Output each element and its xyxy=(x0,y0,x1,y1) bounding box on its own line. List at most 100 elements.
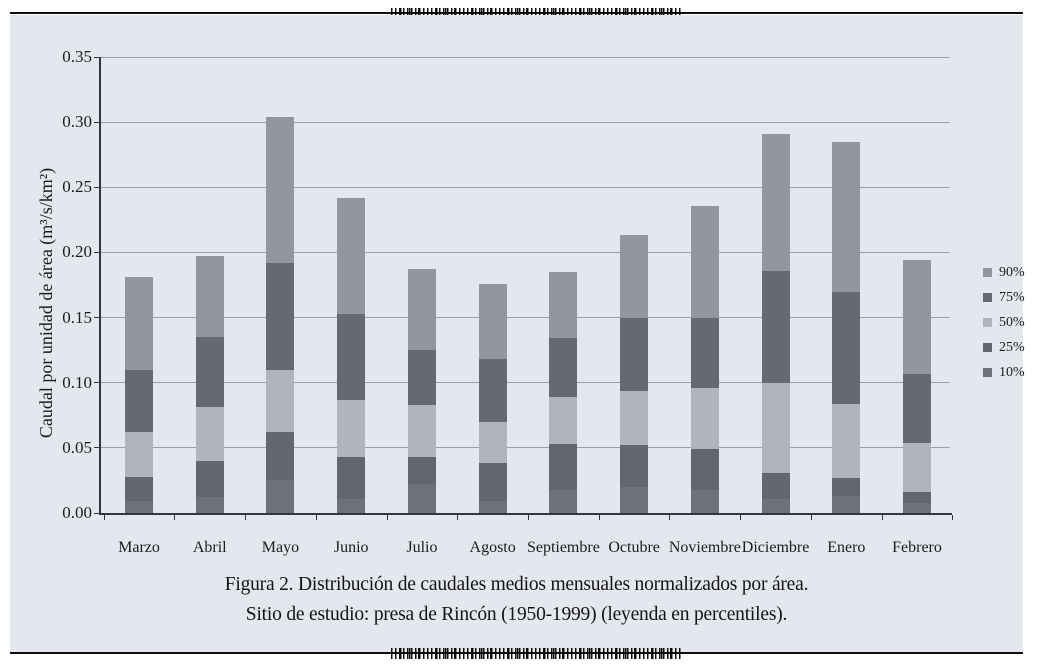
plot-area xyxy=(100,57,950,513)
x-tick-mark xyxy=(245,515,247,520)
y-tick-mark xyxy=(94,512,99,514)
y-axis-title: Caudal por unidad de área (m³/s/km²) xyxy=(36,167,56,439)
legend-label: 25% xyxy=(999,339,1025,355)
bar-segment-25% xyxy=(195,460,224,498)
gridline xyxy=(100,447,950,449)
bar-segment-50% xyxy=(125,432,153,477)
bar-segment-50% xyxy=(478,421,507,464)
x-tick-mark xyxy=(386,515,388,520)
bar-segment-10% xyxy=(478,501,507,513)
bar-segment-50% xyxy=(761,382,790,473)
bar-segment-25% xyxy=(549,443,578,490)
bottom-rule-comb-ornament xyxy=(391,648,683,659)
legend-label: 90% xyxy=(999,264,1025,280)
bar-segment-90% xyxy=(620,235,649,318)
legend-item: 75% xyxy=(983,285,1025,310)
bar-segment-50% xyxy=(407,404,436,457)
bar-segment-50% xyxy=(549,397,578,444)
y-tick-label: 0.15 xyxy=(62,307,92,327)
y-tick-label: 0.35 xyxy=(62,47,92,66)
gridline xyxy=(100,317,950,319)
bar-segment-10% xyxy=(761,498,790,513)
x-tick-mark xyxy=(669,515,671,520)
bar-segment-25% xyxy=(266,432,295,481)
bar-segment-25% xyxy=(690,449,719,490)
y-tick-mark xyxy=(94,251,99,253)
bar-segment-25% xyxy=(761,472,790,499)
caption-line-2: Sitio de estudio: presa de Rincón (1950-… xyxy=(245,604,788,625)
x-tick-mark xyxy=(952,515,954,520)
bar-segment-75% xyxy=(620,317,649,391)
bar-segment-25% xyxy=(125,476,153,502)
bar-segment-50% xyxy=(620,390,649,446)
bar-segment-90% xyxy=(478,283,507,360)
x-category-label: Enero xyxy=(827,539,866,556)
bar-segment-10% xyxy=(195,497,224,513)
bar-segment-10% xyxy=(903,502,932,513)
x-tick-mark xyxy=(881,515,883,520)
bar-segment-25% xyxy=(478,463,507,502)
bar-segment-25% xyxy=(407,456,436,485)
x-category-label: Agosto xyxy=(469,539,516,556)
bar-segment-75% xyxy=(903,373,932,443)
x-category-label: Abril xyxy=(192,539,227,556)
y-tick-label: 0.20 xyxy=(62,242,92,262)
x-category-label: Junio xyxy=(333,539,369,556)
legend-swatch-10% xyxy=(983,368,992,377)
bar-segment-10% xyxy=(337,498,366,513)
bar-segment-90% xyxy=(690,205,719,318)
figure-caption: Figura 2. Distribución de caudales medio… xyxy=(10,570,1023,630)
legend-swatch-25% xyxy=(983,343,992,352)
x-category-label: Febrero xyxy=(892,539,942,556)
bar-segment-75% xyxy=(832,291,861,404)
gridline xyxy=(100,251,950,253)
legend-item: 25% xyxy=(983,335,1025,360)
x-tick-mark xyxy=(103,515,105,520)
y-tick-label: 0.05 xyxy=(62,437,92,457)
gridline xyxy=(100,186,950,188)
bar-segment-90% xyxy=(549,271,578,339)
bar-segment-10% xyxy=(407,484,436,513)
x-category-label: Mayo xyxy=(261,539,300,556)
top-rule-comb-ornament xyxy=(391,8,683,19)
gridline xyxy=(100,121,950,123)
bar-segment-50% xyxy=(832,403,861,478)
bar-segment-25% xyxy=(903,492,932,503)
x-category-label: Septiembre xyxy=(526,539,600,556)
legend-swatch-50% xyxy=(983,318,992,327)
bar-segment-90% xyxy=(125,277,153,370)
bar-segment-10% xyxy=(832,496,861,513)
bar-segment-90% xyxy=(266,116,295,263)
legend-swatch-75% xyxy=(983,293,992,302)
y-tick-label: 0.30 xyxy=(62,112,92,132)
y-tick-mark xyxy=(94,186,99,188)
bar-segment-90% xyxy=(832,141,861,292)
gridline xyxy=(100,56,950,58)
x-axis-line xyxy=(99,513,952,515)
bar-segment-10% xyxy=(620,486,649,513)
bar-segment-25% xyxy=(337,456,366,499)
bar-segment-75% xyxy=(690,317,719,388)
bar-segment-75% xyxy=(195,337,224,408)
legend-label: 75% xyxy=(999,289,1025,305)
y-tick-label: 0.25 xyxy=(62,177,92,197)
bar-segment-50% xyxy=(266,369,295,433)
legend-label: 50% xyxy=(999,314,1025,330)
y-axis-line xyxy=(99,57,101,514)
legend-label: 10% xyxy=(999,364,1025,380)
x-category-label: Noviembre xyxy=(668,539,741,556)
x-category-label: Julio xyxy=(406,539,438,556)
x-tick-mark xyxy=(810,515,812,520)
caption-line-1: Figura 2. Distribución de caudales medio… xyxy=(224,574,809,595)
chart-legend: 90% 75% 50% 25% 10% xyxy=(983,260,1025,385)
gridline xyxy=(100,382,950,384)
y-tick-label: 0.10 xyxy=(62,372,92,392)
y-tick-mark xyxy=(94,382,99,384)
bar-segment-90% xyxy=(903,260,932,374)
y-tick-mark xyxy=(94,56,99,58)
bar-segment-10% xyxy=(125,501,153,513)
bar-segment-90% xyxy=(195,256,224,338)
bar-segment-25% xyxy=(832,477,861,497)
bar-segment-50% xyxy=(337,399,366,457)
bar-segment-50% xyxy=(903,442,932,493)
